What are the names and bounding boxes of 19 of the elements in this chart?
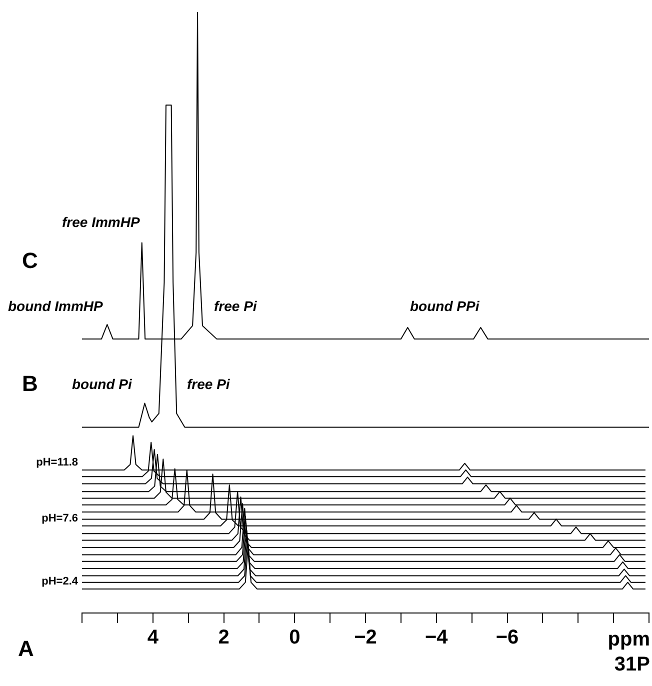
series-label: pH=7.6 bbox=[42, 512, 78, 524]
annotation: free ImmHP bbox=[62, 214, 140, 230]
annotation: free Pi bbox=[187, 376, 231, 392]
x-tick-label: −2 bbox=[354, 626, 377, 649]
x-tick-label: −6 bbox=[496, 626, 519, 649]
text: B bbox=[22, 371, 38, 396]
text: A bbox=[18, 636, 34, 662]
x-tick-label: 0 bbox=[289, 626, 300, 649]
x-tick-label: 2 bbox=[218, 626, 230, 649]
annotation: bound ImmHP bbox=[8, 298, 104, 314]
x-tick-label: 4 bbox=[147, 626, 160, 649]
annotation: free Pi bbox=[214, 298, 258, 314]
annotation: bound PPi bbox=[410, 298, 480, 314]
text: C bbox=[22, 248, 38, 274]
x-axis-title: ppm 31P bbox=[608, 628, 650, 676]
series-label: pH=11.8 bbox=[36, 456, 78, 468]
annotation: bound Pi bbox=[72, 376, 133, 392]
series-label: pH=2.4 bbox=[42, 575, 79, 588]
x-tick-label: −4 bbox=[424, 626, 449, 649]
